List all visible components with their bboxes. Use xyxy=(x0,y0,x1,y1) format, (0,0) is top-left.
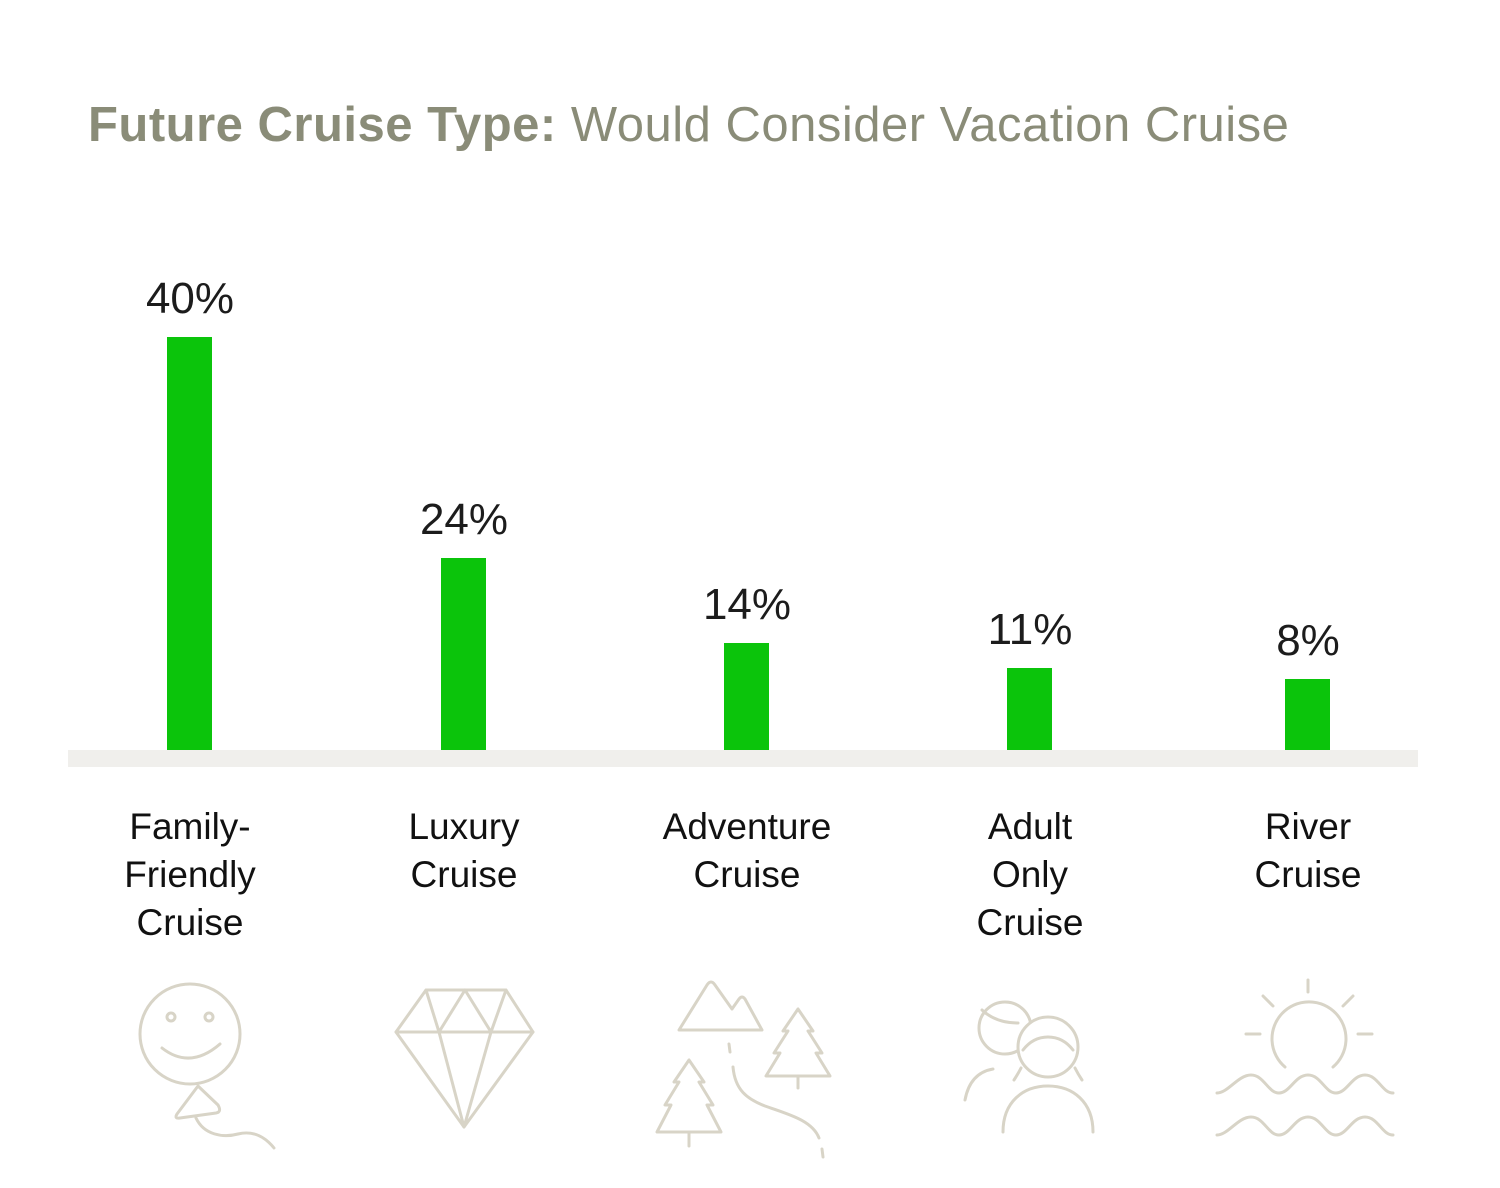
two-people-icon xyxy=(930,972,1130,1172)
bar xyxy=(1285,679,1330,750)
diamond-icon xyxy=(364,972,564,1172)
category-label: Luxury Cruise xyxy=(408,806,520,895)
bar xyxy=(724,643,769,750)
title-rest: Would Consider Vacation Cruise xyxy=(570,98,1290,152)
title-emphasis: Future Cruise Type: xyxy=(88,98,557,152)
balloon-smiley-icon xyxy=(90,972,290,1172)
bar-column-river: 8% River Cruise xyxy=(1173,0,1443,1188)
category-label: Family- Friendly Cruise xyxy=(124,806,256,943)
value-label: 8% xyxy=(1276,616,1340,665)
bar xyxy=(1007,668,1052,750)
value-label: 40% xyxy=(145,274,235,323)
bar-column-family-friendly: 40% Family- Friendly Cruise xyxy=(55,0,325,1188)
value-label: 11% xyxy=(987,605,1073,654)
value-label: 24% xyxy=(419,495,509,544)
bar xyxy=(441,558,486,750)
bar-column-adventure: 14% Adventure Cruise xyxy=(612,0,882,1188)
bar-column-adult-only: 11% Adult Only Cruise xyxy=(895,0,1165,1188)
bar-column-luxury: 24% Luxury Cruise xyxy=(329,0,599,1188)
value-label: 14% xyxy=(702,580,792,629)
category-label: Adult Only Cruise xyxy=(976,806,1084,943)
category-label: River Cruise xyxy=(1254,806,1362,895)
sun-waves-icon xyxy=(1208,972,1408,1172)
axis-baseline xyxy=(68,750,1418,767)
category-label: Adventure Cruise xyxy=(662,806,832,895)
bar xyxy=(167,337,212,750)
page-title: Future Cruise Type: Would Consider Vacat… xyxy=(88,98,1289,152)
mountains-trees-icon xyxy=(647,972,847,1172)
